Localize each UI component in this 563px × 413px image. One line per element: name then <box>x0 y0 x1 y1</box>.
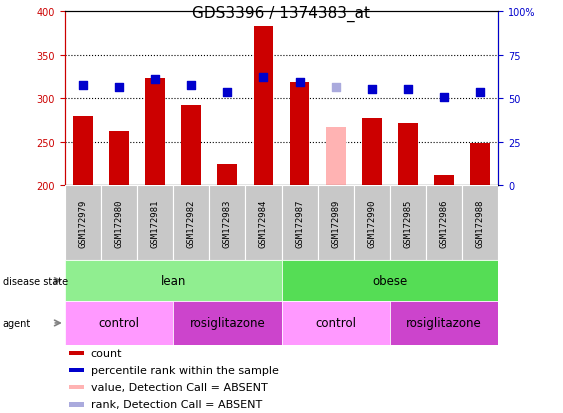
Point <box>440 95 449 102</box>
Bar <box>181 106 201 186</box>
Bar <box>282 260 498 301</box>
Bar <box>65 186 101 260</box>
Text: percentile rank within the sample: percentile rank within the sample <box>91 366 279 375</box>
Bar <box>65 260 282 301</box>
Text: obese: obese <box>372 274 408 287</box>
Bar <box>69 368 84 373</box>
Bar <box>253 27 274 186</box>
Point <box>404 86 413 93</box>
Text: GSM172987: GSM172987 <box>295 199 304 247</box>
Bar <box>462 186 498 260</box>
Bar <box>217 165 237 186</box>
Point <box>367 86 376 93</box>
Bar <box>434 176 454 186</box>
Text: GSM172979: GSM172979 <box>78 199 87 247</box>
Point <box>150 77 159 83</box>
Text: value, Detection Call = ABSENT: value, Detection Call = ABSENT <box>91 382 267 392</box>
Text: disease state: disease state <box>3 276 68 286</box>
Bar <box>101 186 137 260</box>
Point <box>78 83 87 89</box>
Bar <box>209 186 245 260</box>
Text: GSM172981: GSM172981 <box>150 199 159 247</box>
Text: GSM172982: GSM172982 <box>187 199 196 247</box>
Point <box>295 79 304 86</box>
Bar <box>398 123 418 186</box>
Point <box>114 85 123 91</box>
Point <box>223 90 232 96</box>
Point <box>476 90 485 96</box>
Text: GSM172985: GSM172985 <box>404 199 413 247</box>
Bar <box>326 128 346 186</box>
Text: GSM172980: GSM172980 <box>114 199 123 247</box>
Text: control: control <box>99 317 140 330</box>
Text: GSM172988: GSM172988 <box>476 199 485 247</box>
Text: rosiglitazone: rosiglitazone <box>189 317 265 330</box>
Text: GSM172986: GSM172986 <box>440 199 449 247</box>
Bar <box>65 301 173 345</box>
Bar <box>426 186 462 260</box>
Bar <box>69 402 84 406</box>
Bar <box>73 116 93 186</box>
Text: rank, Detection Call = ABSENT: rank, Detection Call = ABSENT <box>91 399 262 409</box>
Bar <box>145 79 165 186</box>
Bar <box>470 143 490 186</box>
Bar <box>390 301 498 345</box>
Bar <box>137 186 173 260</box>
Bar <box>362 119 382 186</box>
Bar <box>173 301 282 345</box>
Text: count: count <box>91 349 122 358</box>
Text: control: control <box>315 317 356 330</box>
Text: GSM172984: GSM172984 <box>259 199 268 247</box>
Text: GDS3396 / 1374383_at: GDS3396 / 1374383_at <box>193 6 370 22</box>
Bar <box>390 186 426 260</box>
Point <box>187 83 196 89</box>
Text: GSM172990: GSM172990 <box>367 199 376 247</box>
Text: GSM172983: GSM172983 <box>223 199 232 247</box>
Text: rosiglitazone: rosiglitazone <box>406 317 482 330</box>
Point <box>331 85 340 91</box>
Bar <box>282 186 318 260</box>
Bar <box>109 131 129 186</box>
Text: GSM172989: GSM172989 <box>331 199 340 247</box>
Point <box>259 74 268 81</box>
Bar <box>69 385 84 389</box>
Text: lean: lean <box>160 274 186 287</box>
Bar <box>318 186 354 260</box>
Bar <box>173 186 209 260</box>
Bar <box>289 83 310 186</box>
Bar <box>282 301 390 345</box>
Text: agent: agent <box>3 318 31 328</box>
Bar <box>69 351 84 356</box>
Bar <box>354 186 390 260</box>
Bar <box>245 186 282 260</box>
